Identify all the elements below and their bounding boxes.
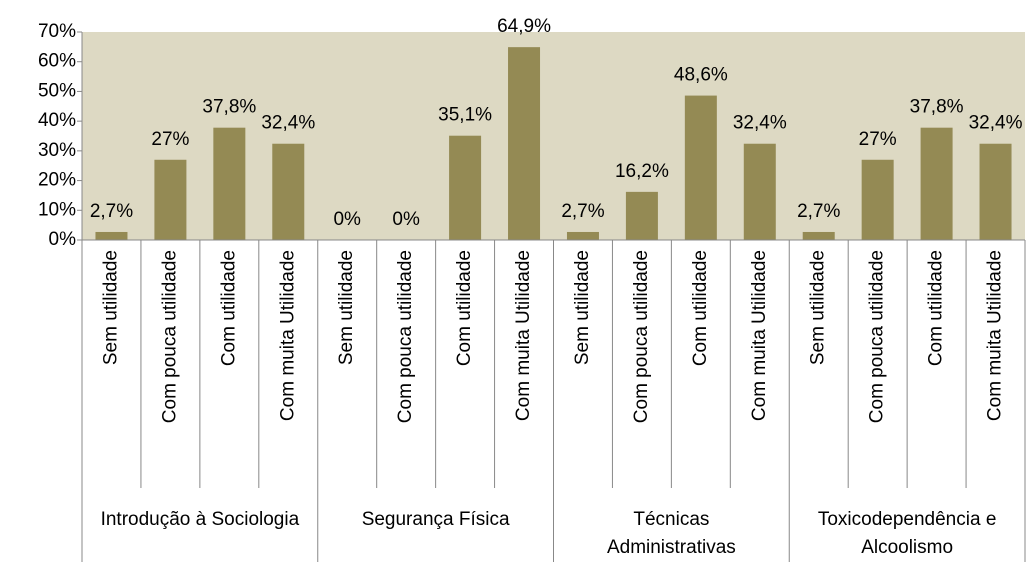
bar (566, 231, 599, 240)
value-label: 32,4% (969, 113, 1023, 134)
bar (449, 135, 482, 240)
value-label: 27% (859, 129, 897, 150)
y-tick-label: 20% (38, 170, 76, 191)
x-tick-label: Sem utilidade (336, 250, 357, 365)
bar (95, 231, 128, 240)
bar (213, 127, 246, 240)
group-label: Segurança Física (361, 509, 510, 530)
value-label: 2,7% (90, 201, 133, 222)
bar (154, 159, 187, 240)
x-tick-label: Com pouca utilidade (159, 250, 180, 423)
value-label: 0% (392, 209, 420, 230)
group-label: Toxicodependência e Alcoolismo (817, 509, 997, 558)
group-label: Introdução à Sociologia (100, 509, 300, 530)
x-tick-label: Com utilidade (926, 250, 947, 366)
y-tick-label: 40% (38, 110, 76, 131)
x-tick-label: Sem utilidade (572, 250, 593, 365)
value-label: 27% (151, 129, 189, 150)
x-tick-label: Com muita Utilidade (513, 250, 534, 421)
y-tick-label: 60% (38, 51, 76, 72)
bar (979, 143, 1012, 240)
x-tick-label: Sem utilidade (808, 250, 829, 365)
bar (861, 159, 894, 240)
y-tick-label: 70% (38, 21, 76, 42)
value-label: 64,9% (497, 16, 551, 37)
bar (684, 95, 717, 241)
y-tick-label: 0% (49, 229, 77, 250)
value-label: 37,8% (202, 97, 256, 118)
value-label: 37,8% (910, 97, 964, 118)
group-label: Técnicas Administrativas (606, 509, 736, 558)
bar (743, 143, 776, 240)
value-label: 16,2% (615, 161, 669, 182)
x-tick-label: Com utilidade (454, 250, 475, 366)
x-tick-label: Com utilidade (690, 250, 711, 366)
value-label: 48,6% (674, 65, 728, 86)
bar (802, 231, 835, 240)
x-tick-label: Com muita Utilidade (985, 250, 1006, 421)
x-tick-label: Sem utilidade (100, 250, 121, 365)
x-tick-label: Com pouca utilidade (631, 250, 652, 423)
value-label: 35,1% (438, 105, 492, 126)
value-label: 2,7% (797, 201, 840, 222)
value-label: 32,4% (261, 113, 315, 134)
x-tick-label: Com utilidade (218, 250, 239, 366)
value-label: 32,4% (733, 113, 787, 134)
y-tick-label: 10% (38, 199, 76, 220)
x-tick-label: Com muita Utilidade (277, 250, 298, 421)
x-tick-label: Com pouca utilidade (867, 250, 888, 423)
bar (272, 143, 305, 240)
x-tick-label: Com muita Utilidade (749, 250, 770, 421)
value-label: 2,7% (561, 201, 604, 222)
bar (508, 47, 541, 241)
y-tick-label: 50% (38, 80, 76, 101)
x-tick-label: Com pouca utilidade (395, 250, 416, 423)
y-tick-label: 30% (38, 140, 76, 161)
bar (625, 191, 658, 240)
value-label: 0% (333, 209, 361, 230)
bar (920, 127, 953, 240)
